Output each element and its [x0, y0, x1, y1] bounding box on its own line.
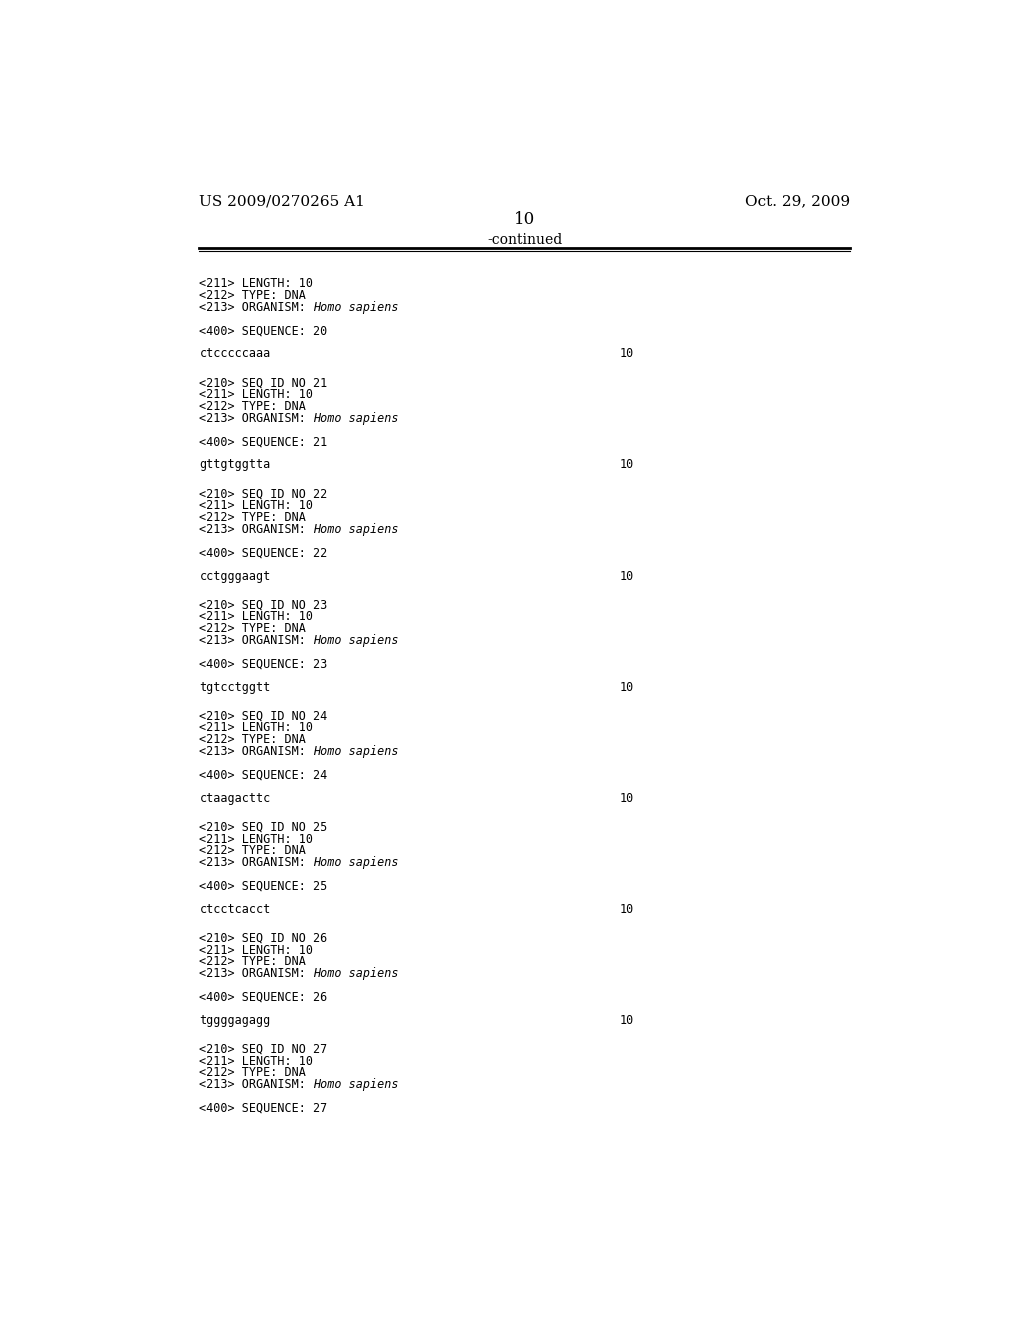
Text: <213> ORGANISM:: <213> ORGANISM: [200, 634, 313, 647]
Text: <213> ORGANISM:: <213> ORGANISM: [200, 1078, 313, 1092]
Text: -continued: -continued [487, 232, 562, 247]
Text: ctcccccaaa: ctcccccaaa [200, 347, 270, 360]
Text: Homo sapiens: Homo sapiens [313, 1078, 399, 1092]
Text: Homo sapiens: Homo sapiens [313, 855, 399, 869]
Text: US 2009/0270265 A1: US 2009/0270265 A1 [200, 194, 366, 209]
Text: <400> SEQUENCE: 25: <400> SEQUENCE: 25 [200, 879, 328, 892]
Text: ctcctcacct: ctcctcacct [200, 903, 270, 916]
Text: tggggagagg: tggggagagg [200, 1014, 270, 1027]
Text: <212> TYPE: DNA: <212> TYPE: DNA [200, 289, 306, 302]
Text: <400> SEQUENCE: 23: <400> SEQUENCE: 23 [200, 657, 328, 671]
Text: <211> LENGTH: 10: <211> LENGTH: 10 [200, 610, 313, 623]
Text: <210> SEQ ID NO 26: <210> SEQ ID NO 26 [200, 932, 328, 945]
Text: 10: 10 [514, 211, 536, 228]
Text: <213> ORGANISM:: <213> ORGANISM: [200, 301, 313, 314]
Text: 10: 10 [620, 903, 634, 916]
Text: cctgggaagt: cctgggaagt [200, 569, 270, 582]
Text: <213> ORGANISM:: <213> ORGANISM: [200, 744, 313, 758]
Text: 10: 10 [620, 458, 634, 471]
Text: <210> SEQ ID NO 27: <210> SEQ ID NO 27 [200, 1043, 328, 1056]
Text: <211> LENGTH: 10: <211> LENGTH: 10 [200, 833, 313, 846]
Text: 10: 10 [620, 1014, 634, 1027]
Text: <210> SEQ ID NO 21: <210> SEQ ID NO 21 [200, 376, 328, 389]
Text: Oct. 29, 2009: Oct. 29, 2009 [745, 194, 850, 209]
Text: <212> TYPE: DNA: <212> TYPE: DNA [200, 511, 306, 524]
Text: <212> TYPE: DNA: <212> TYPE: DNA [200, 956, 306, 969]
Text: gttgtggtta: gttgtggtta [200, 458, 270, 471]
Text: <212> TYPE: DNA: <212> TYPE: DNA [200, 622, 306, 635]
Text: Homo sapiens: Homo sapiens [313, 634, 399, 647]
Text: <212> TYPE: DNA: <212> TYPE: DNA [200, 733, 306, 746]
Text: <211> LENGTH: 10: <211> LENGTH: 10 [200, 722, 313, 734]
Text: <210> SEQ ID NO 22: <210> SEQ ID NO 22 [200, 487, 328, 500]
Text: ctaagacttc: ctaagacttc [200, 792, 270, 805]
Text: <212> TYPE: DNA: <212> TYPE: DNA [200, 845, 306, 857]
Text: Homo sapiens: Homo sapiens [313, 301, 399, 314]
Text: <213> ORGANISM:: <213> ORGANISM: [200, 968, 313, 979]
Text: tgtcctggtt: tgtcctggtt [200, 681, 270, 693]
Text: <211> LENGTH: 10: <211> LENGTH: 10 [200, 1055, 313, 1068]
Text: 10: 10 [620, 681, 634, 693]
Text: <211> LENGTH: 10: <211> LENGTH: 10 [200, 499, 313, 512]
Text: <212> TYPE: DNA: <212> TYPE: DNA [200, 1067, 306, 1080]
Text: <400> SEQUENCE: 20: <400> SEQUENCE: 20 [200, 325, 328, 337]
Text: 10: 10 [620, 569, 634, 582]
Text: Homo sapiens: Homo sapiens [313, 412, 399, 425]
Text: 10: 10 [620, 347, 634, 360]
Text: Homo sapiens: Homo sapiens [313, 523, 399, 536]
Text: <212> TYPE: DNA: <212> TYPE: DNA [200, 400, 306, 413]
Text: <400> SEQUENCE: 27: <400> SEQUENCE: 27 [200, 1101, 328, 1114]
Text: <211> LENGTH: 10: <211> LENGTH: 10 [200, 388, 313, 401]
Text: <213> ORGANISM:: <213> ORGANISM: [200, 412, 313, 425]
Text: <400> SEQUENCE: 22: <400> SEQUENCE: 22 [200, 546, 328, 560]
Text: <211> LENGTH: 10: <211> LENGTH: 10 [200, 277, 313, 290]
Text: <211> LENGTH: 10: <211> LENGTH: 10 [200, 944, 313, 957]
Text: 10: 10 [620, 792, 634, 805]
Text: <210> SEQ ID NO 24: <210> SEQ ID NO 24 [200, 710, 328, 723]
Text: <400> SEQUENCE: 21: <400> SEQUENCE: 21 [200, 436, 328, 447]
Text: Homo sapiens: Homo sapiens [313, 968, 399, 979]
Text: <213> ORGANISM:: <213> ORGANISM: [200, 523, 313, 536]
Text: <210> SEQ ID NO 25: <210> SEQ ID NO 25 [200, 821, 328, 834]
Text: Homo sapiens: Homo sapiens [313, 744, 399, 758]
Text: <400> SEQUENCE: 26: <400> SEQUENCE: 26 [200, 990, 328, 1003]
Text: <210> SEQ ID NO 23: <210> SEQ ID NO 23 [200, 599, 328, 611]
Text: <400> SEQUENCE: 24: <400> SEQUENCE: 24 [200, 768, 328, 781]
Text: <213> ORGANISM:: <213> ORGANISM: [200, 855, 313, 869]
